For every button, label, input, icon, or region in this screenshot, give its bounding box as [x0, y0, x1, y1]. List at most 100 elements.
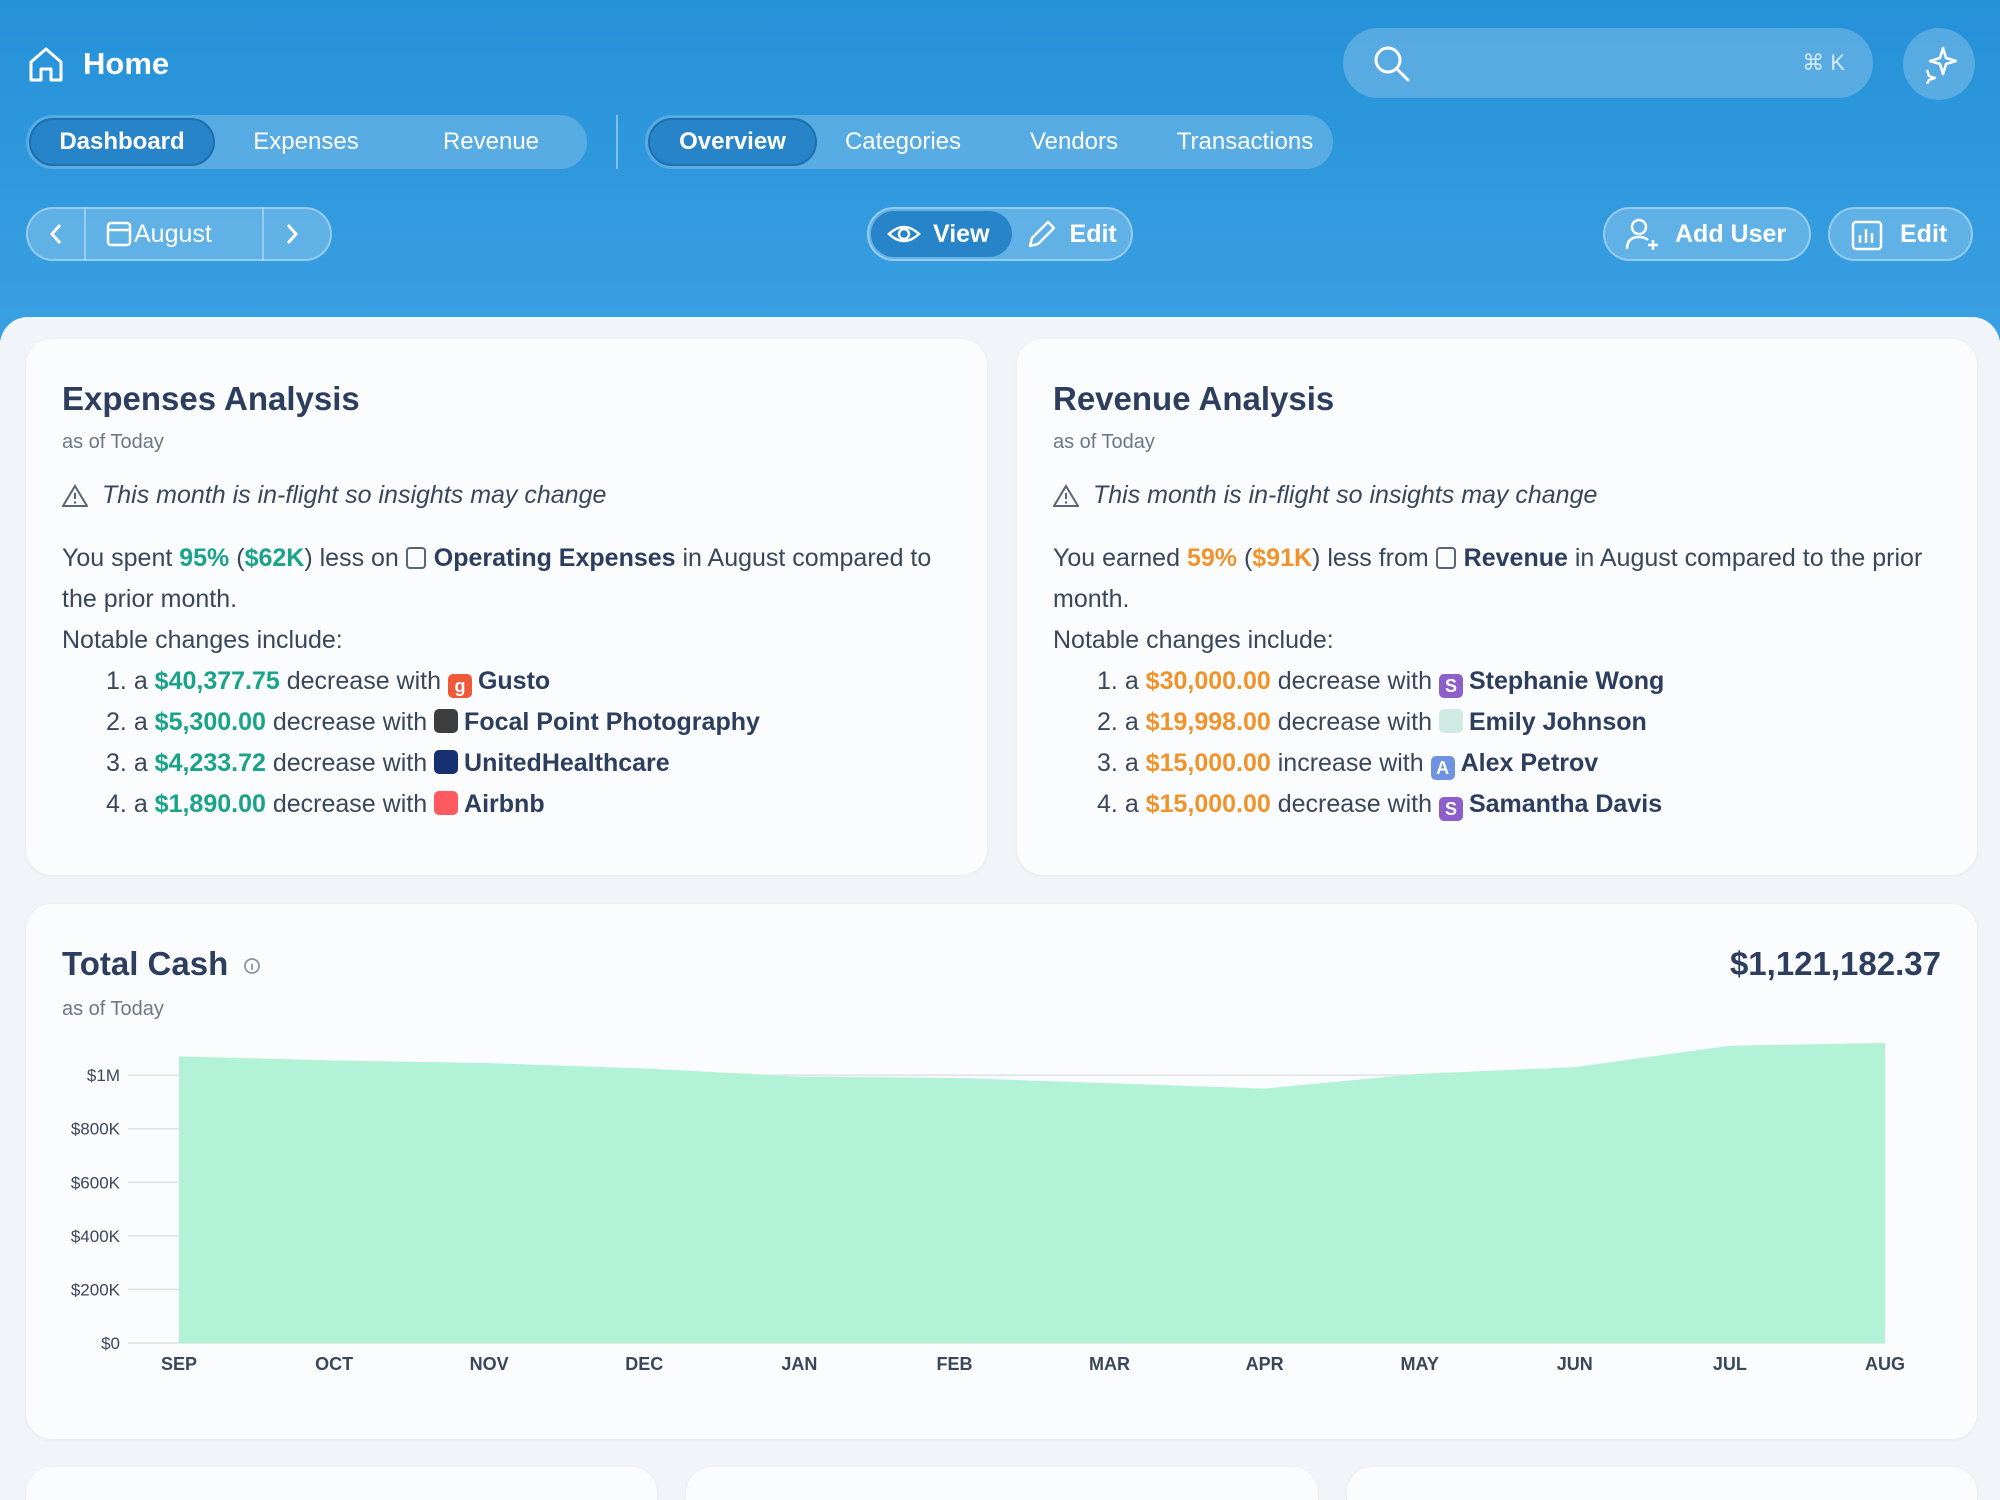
vendor-badge: g — [447, 674, 472, 698]
summary-category: Operating Expenses — [433, 544, 676, 572]
item-phrase: decrease with — [1277, 708, 1432, 736]
item-number: 3. — [106, 749, 127, 777]
eye-icon — [887, 225, 921, 243]
change-item: 1. a $30,000.00 decrease with S Stephanie… — [1053, 661, 1953, 702]
summary-lead: You earned — [1053, 544, 1180, 572]
separator — [262, 207, 264, 261]
vendor-name: Stephanie Wong — [1468, 667, 1665, 695]
vendor-badge — [1438, 709, 1463, 733]
vendor-name: Samantha Davis — [1468, 790, 1663, 818]
divider — [616, 115, 618, 169]
ai-button[interactable] — [1903, 28, 1975, 100]
warning-icon — [62, 483, 88, 507]
prev-button[interactable] — [28, 209, 84, 259]
item-amount: $15,000.00 — [1145, 749, 1271, 777]
y-tick-label: $800K — [71, 1120, 121, 1139]
item-phrase: decrease with — [272, 749, 428, 777]
category-icon — [405, 547, 426, 569]
summary-paren: ) — [1312, 544, 1321, 572]
edit-button[interactable]: Edit — [1012, 218, 1117, 250]
summary-paren: ( — [236, 544, 245, 572]
item-phrase: decrease with — [1277, 790, 1432, 818]
item-article: a — [133, 708, 148, 736]
item-amount: $40,377.75 — [154, 667, 280, 695]
calendar-icon — [106, 221, 132, 247]
add-user-button[interactable]: Add User — [1603, 207, 1811, 261]
tab[interactable]: Revenue — [442, 128, 540, 155]
item-article: a — [1124, 708, 1139, 736]
x-tick-label: MAY — [1401, 1354, 1439, 1374]
tab[interactable]: Categories — [844, 128, 962, 155]
x-tick-label: APR — [1246, 1354, 1284, 1374]
card — [686, 1467, 1318, 1500]
secondary-tabs: Overview Categories Vendors Transactions — [645, 115, 1333, 169]
category-icon — [1435, 547, 1456, 569]
x-tick-label: MAR — [1089, 1354, 1130, 1374]
user-plus-icon — [1625, 218, 1658, 250]
summary-connector: less from — [1327, 544, 1429, 572]
item-article: a — [1124, 749, 1139, 777]
card — [26, 1467, 657, 1500]
tab[interactable]: Transactions — [1176, 128, 1314, 155]
search-icon — [1374, 46, 1410, 82]
edit-label: Edit — [1069, 219, 1117, 248]
vendor-name: UnitedHealthcare — [464, 749, 670, 777]
vendor-badge: S — [1438, 674, 1463, 698]
warning-text: This month is in-flight so insights may … — [1093, 481, 1598, 509]
vendor-badge: S — [1438, 797, 1463, 821]
area — [179, 1043, 1885, 1343]
next-button[interactable] — [264, 209, 320, 259]
month-label[interactable]: August — [134, 219, 212, 248]
item-article: a — [1124, 667, 1139, 695]
change-item: 3. a $4,233.72 decrease with UnitedHealt… — [62, 743, 962, 784]
item-amount: $19,998.00 — [1145, 708, 1271, 736]
summary-amount: $91K — [1252, 544, 1313, 572]
view-button[interactable]: View — [871, 211, 1012, 257]
change-item: 2. a $19,998.00 decrease with Emily John… — [1053, 702, 1953, 743]
tab[interactable]: Dashboard — [29, 118, 215, 166]
x-tick-label: OCT — [315, 1354, 353, 1374]
summary-percent: 95% — [179, 544, 230, 572]
insight: You spent 95% ($62K) less on Operating E… — [62, 538, 962, 825]
item-number: 3. — [1097, 749, 1118, 777]
x-tick-label: NOV — [470, 1354, 509, 1374]
revenue-card: Revenue Analysis as of Today This month is… — [1017, 339, 1977, 875]
card-title: Revenue Analysis — [1053, 380, 1335, 417]
vendor-badge — [434, 791, 459, 815]
item-article: a — [133, 749, 148, 777]
item-phrase: decrease with — [272, 790, 428, 818]
x-tick-label: DEC — [625, 1354, 663, 1374]
edit-chart-button[interactable]: Edit — [1828, 207, 1973, 261]
x-tick-label: JAN — [781, 1354, 817, 1374]
vendor-badge — [434, 750, 459, 774]
summary-tail: in August compared to the prior month. — [62, 544, 932, 613]
chart-icon — [1851, 220, 1883, 251]
sparkle-icon — [1925, 46, 1958, 84]
item-article: a — [1124, 790, 1139, 818]
info-icon — [244, 958, 261, 974]
item-number: 4. — [1097, 790, 1118, 818]
tab[interactable]: Overview — [648, 118, 817, 166]
page-title: Home — [83, 46, 170, 81]
item-number: 4. — [106, 790, 127, 818]
total-cash-subtitle: as of Today — [62, 998, 164, 1020]
search-box[interactable]: ⌘ K — [1343, 28, 1873, 98]
tab[interactable]: Vendors — [1029, 128, 1119, 155]
mode-toggle: View Edit — [867, 207, 1133, 261]
notable-label: Notable changes include: — [1053, 626, 1334, 654]
pencil-icon — [1028, 220, 1055, 248]
warning: This month is in-flight so insights may … — [1053, 481, 1597, 510]
x-tick-label: SEP — [161, 1354, 197, 1374]
y-tick-label: $1M — [87, 1066, 120, 1085]
summary-tail: in August compared to the prior month. — [1053, 544, 1923, 613]
title-text: Total Cash — [62, 945, 229, 982]
header: Home ⌘ K Dashboard Expenses Revenue Over… — [0, 0, 2000, 340]
tab[interactable]: Expenses — [253, 128, 359, 155]
change-item: 1. a $40,377.75 decrease with g Gusto — [62, 661, 962, 702]
item-amount: $30,000.00 — [1145, 667, 1271, 695]
card — [1347, 1467, 1977, 1500]
search-shortcut: ⌘ K — [1802, 50, 1845, 75]
summary-category: Revenue — [1463, 544, 1568, 572]
total-cash-value: $1,121,182.37 — [1729, 945, 1941, 982]
vendor-name: Focal Point Photography — [464, 708, 760, 736]
